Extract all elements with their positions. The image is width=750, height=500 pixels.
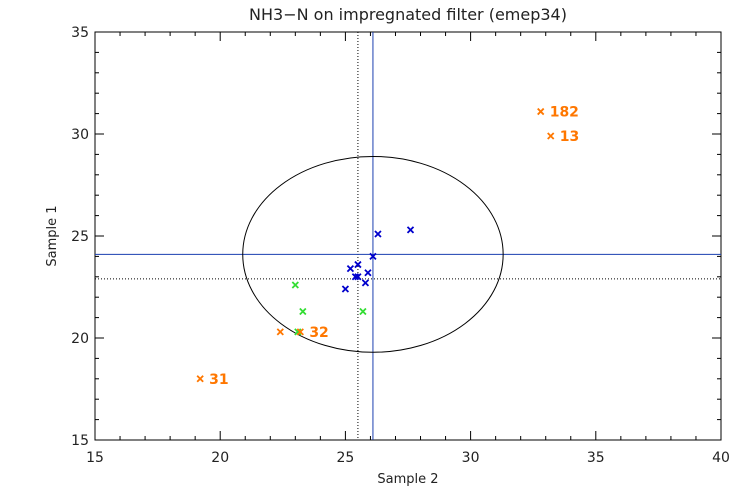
data-point-label: 13 bbox=[560, 129, 579, 145]
data-point-series-1 bbox=[374, 230, 382, 238]
data-point-series-3 bbox=[296, 328, 304, 336]
x-tick-label: 25 bbox=[336, 450, 354, 466]
data-point-series-3 bbox=[547, 132, 555, 140]
y-tick-label: 20 bbox=[71, 331, 89, 347]
data-point-series-1 bbox=[354, 260, 362, 269]
x-tick-label: 40 bbox=[712, 450, 730, 466]
data-point-label: 182 bbox=[550, 105, 579, 121]
plot-area: 15 20 25 30 35 40 15 20 25 30 35 182 13 32 31 bbox=[71, 25, 730, 466]
data-point-series-3 bbox=[276, 328, 284, 336]
data-point-series-2 bbox=[299, 307, 307, 316]
data-point-label: 31 bbox=[209, 372, 228, 388]
data-point-series-1 bbox=[364, 269, 372, 277]
data-point-series-3 bbox=[196, 375, 204, 383]
plot-frame bbox=[94, 31, 722, 441]
y-tick-label: 35 bbox=[71, 25, 89, 41]
x-tick-label: 15 bbox=[86, 450, 104, 466]
data-point-series-2 bbox=[291, 281, 299, 289]
y-tick-label: 30 bbox=[71, 127, 89, 143]
data-point-series-1 bbox=[341, 285, 350, 293]
data-point-series-1 bbox=[351, 273, 360, 281]
data-point-series-2 bbox=[359, 307, 367, 316]
data-point-label: 32 bbox=[309, 325, 328, 341]
data-point-series-2 bbox=[294, 328, 302, 336]
data-point-series-3 bbox=[537, 107, 545, 116]
y-tick-label: 15 bbox=[71, 433, 89, 449]
x-axis-label: Sample 2 bbox=[377, 472, 438, 487]
data-point-series-1 bbox=[354, 273, 362, 281]
chart-title: NH3−N on impregnated filter (emep34) bbox=[249, 5, 567, 24]
x-tick-label: 20 bbox=[211, 450, 229, 466]
data-point-series-1 bbox=[346, 265, 355, 273]
tolerance-ellipse bbox=[242, 155, 504, 353]
y-tick-label: 25 bbox=[71, 229, 89, 245]
x-tick-label: 30 bbox=[462, 450, 480, 466]
y-axis-label: Sample 1 bbox=[45, 205, 60, 266]
data-point-series-1 bbox=[361, 279, 370, 287]
data-point-series-1 bbox=[369, 252, 377, 261]
x-tick-label: 35 bbox=[587, 450, 605, 466]
data-point-series-1 bbox=[406, 226, 415, 234]
